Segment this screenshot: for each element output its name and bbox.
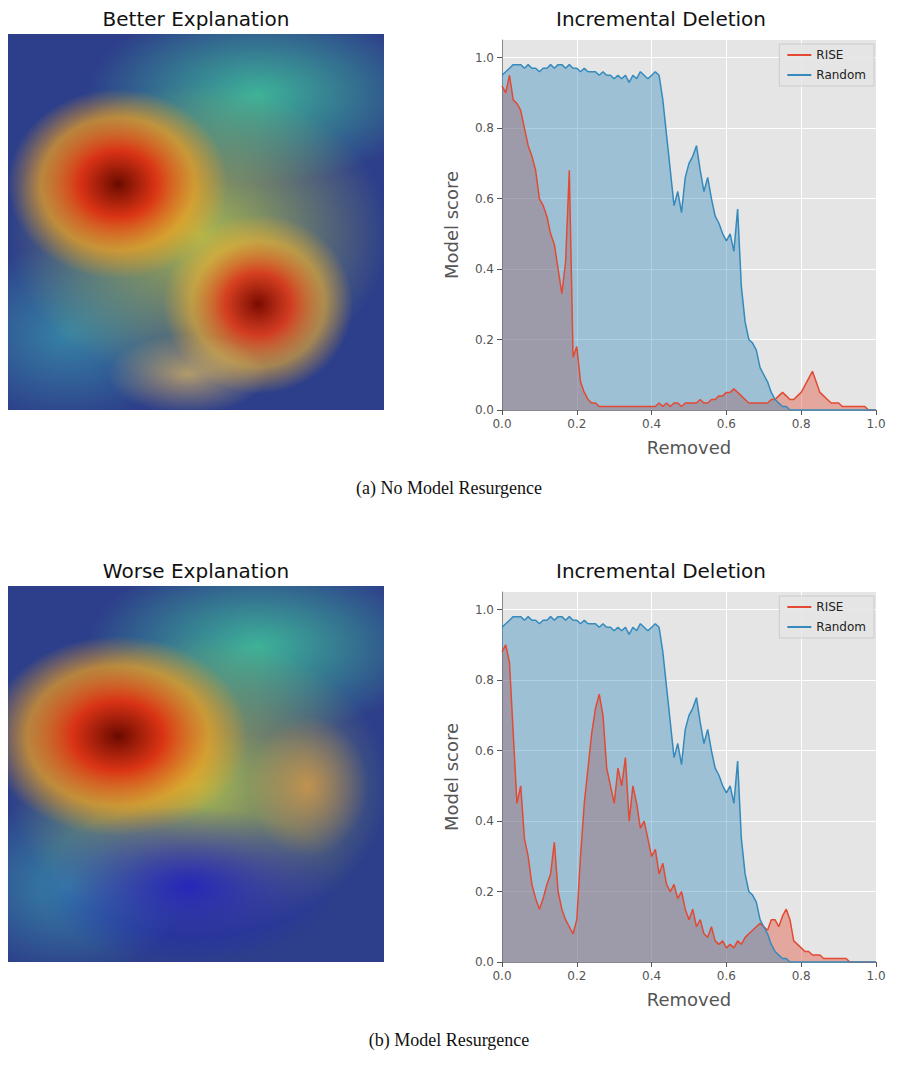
svg-text:0.0: 0.0: [492, 969, 511, 983]
svg-text:1.0: 1.0: [866, 417, 885, 431]
html-text:Better Explanation: Better Explanation: [102, 7, 290, 31]
svg-text:Incremental Deletion: Incremental Deletion: [556, 559, 766, 583]
svg-text:1.0: 1.0: [475, 603, 494, 617]
svg-text:0.4: 0.4: [475, 814, 494, 828]
svg-text:0.8: 0.8: [792, 969, 811, 983]
svg-text:0.6: 0.6: [717, 417, 736, 431]
svg-text:Removed: Removed: [647, 437, 731, 458]
svg-text:Model score: Model score: [441, 171, 462, 279]
svg-text:0.6: 0.6: [717, 969, 736, 983]
svg-text:0.0: 0.0: [475, 955, 494, 969]
svg-text:1.0: 1.0: [475, 51, 494, 65]
svg-text:RISE: RISE: [816, 600, 843, 614]
svg-text:0.4: 0.4: [642, 417, 661, 431]
html-text:(a) No Model Resurgence: (a) No Model Resurgence: [355, 478, 542, 498]
svg-text:Incremental Deletion: Incremental Deletion: [556, 7, 766, 31]
html-text:Worse Explanation: Worse Explanation: [102, 559, 290, 583]
svg-text:RISE: RISE: [816, 48, 843, 62]
svg-text:0.8: 0.8: [475, 121, 494, 135]
svg-text:0.6: 0.6: [475, 192, 494, 206]
svg-text:0.8: 0.8: [792, 417, 811, 431]
svg-text:0.8: 0.8: [475, 673, 494, 687]
html-text:(b) Model Resurgence: (b) Model Resurgence: [368, 1030, 530, 1050]
svg-text:0.2: 0.2: [567, 417, 586, 431]
svg-text:0.2: 0.2: [567, 969, 586, 983]
svg-text:Model score: Model score: [441, 723, 462, 831]
svg-text:Random: Random: [816, 68, 866, 82]
svg-text:0.2: 0.2: [475, 885, 494, 899]
svg-text:0.0: 0.0: [475, 403, 494, 417]
svg-text:0.4: 0.4: [642, 969, 661, 983]
svg-text:0.4: 0.4: [475, 262, 494, 276]
svg-text:0.0: 0.0: [492, 417, 511, 431]
svg-text:0.2: 0.2: [475, 333, 494, 347]
svg-text:1.0: 1.0: [866, 969, 885, 983]
svg-text:Removed: Removed: [647, 989, 731, 1010]
svg-text:0.6: 0.6: [475, 744, 494, 758]
svg-text:Random: Random: [816, 620, 866, 634]
